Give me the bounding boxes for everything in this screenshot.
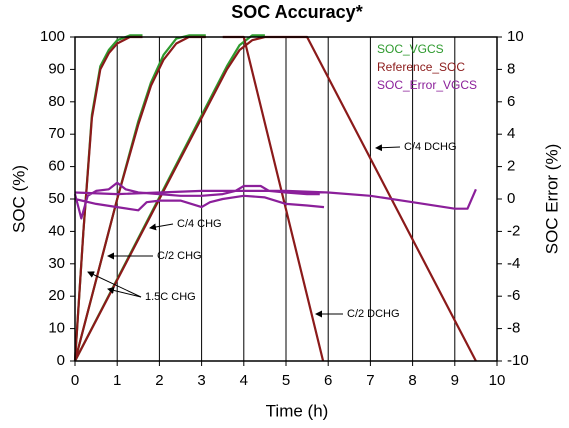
y2-tick-label: -6 bbox=[507, 287, 520, 304]
x-tick-label: 5 bbox=[282, 372, 290, 389]
annotation-arrow bbox=[149, 223, 174, 231]
x-tick-label: 10 bbox=[489, 372, 506, 389]
y-tick-label: 50 bbox=[48, 190, 65, 207]
x-tick-label: 7 bbox=[366, 372, 374, 389]
x-tick-label: 0 bbox=[71, 372, 79, 389]
chart-title: SOC Accuracy* bbox=[231, 2, 362, 22]
annotation-arrow bbox=[87, 271, 142, 298]
y-tick-label: 70 bbox=[48, 125, 65, 142]
legend-entry: Reference_SOC bbox=[377, 60, 465, 74]
annotation: 1.5C CHG bbox=[145, 291, 196, 303]
x-tick-label: 1 bbox=[113, 372, 121, 389]
y2-tick-label: 6 bbox=[507, 93, 515, 110]
y-tick-label: 60 bbox=[48, 158, 65, 175]
y2-tick-label: -2 bbox=[507, 222, 520, 239]
x-axis-label: Time (h) bbox=[266, 401, 329, 420]
y2-axis-label: SOC Error (%) bbox=[542, 144, 561, 255]
y-tick-label: 20 bbox=[48, 287, 65, 304]
y2-tick-label: -8 bbox=[507, 320, 520, 337]
y-tick-label: 10 bbox=[48, 320, 65, 337]
legend-entry: SOC_Error_VGCS bbox=[377, 78, 477, 92]
y2-tick-label: -4 bbox=[507, 255, 520, 272]
y-tick-label: 30 bbox=[48, 255, 65, 272]
legend-entry: SOC_VGCS bbox=[377, 42, 444, 56]
y2-tick-label: 0 bbox=[507, 190, 515, 207]
series-line bbox=[73, 34, 265, 362]
annotations: C/4 DCHG C/4 CHG C/2 CHG 1.5C CHG C/2 DCHG bbox=[87, 141, 457, 320]
y2-tick-label: 4 bbox=[507, 125, 515, 142]
series-line bbox=[73, 35, 477, 362]
y-tick-label: 90 bbox=[48, 60, 65, 77]
axes: 0 1 2 3 4 5 6 7 8 9 100102030405060708090100-10-8-… bbox=[40, 28, 529, 389]
annotation: C/4 CHG bbox=[177, 218, 222, 230]
x-tick-label: 4 bbox=[240, 372, 248, 389]
annotation: C/2 CHG bbox=[157, 250, 202, 262]
x-tick-label: 2 bbox=[155, 372, 163, 389]
y-tick-label: 40 bbox=[48, 222, 65, 239]
x-tick-label: 3 bbox=[197, 372, 205, 389]
annotation-arrow bbox=[107, 287, 142, 298]
series-line bbox=[73, 181, 477, 220]
y-tick-label: 100 bbox=[40, 28, 65, 45]
y2-tick-label: 10 bbox=[507, 28, 524, 45]
y-tick-label: 0 bbox=[57, 352, 65, 369]
annotation-arrow bbox=[375, 144, 401, 152]
y2-tick-label: -10 bbox=[507, 352, 529, 369]
annotation: C/4 DCHG bbox=[404, 141, 457, 153]
annotation: C/2 DCHG bbox=[347, 308, 400, 320]
y2-tick-label: 2 bbox=[507, 158, 515, 175]
x-tick-label: 6 bbox=[324, 372, 332, 389]
y2-tick-label: 8 bbox=[507, 60, 515, 77]
x-tick-label: 9 bbox=[451, 372, 459, 389]
y-axis-label: SOC (%) bbox=[9, 165, 28, 233]
y-tick-label: 80 bbox=[48, 93, 65, 110]
x-tick-label: 8 bbox=[408, 372, 416, 389]
